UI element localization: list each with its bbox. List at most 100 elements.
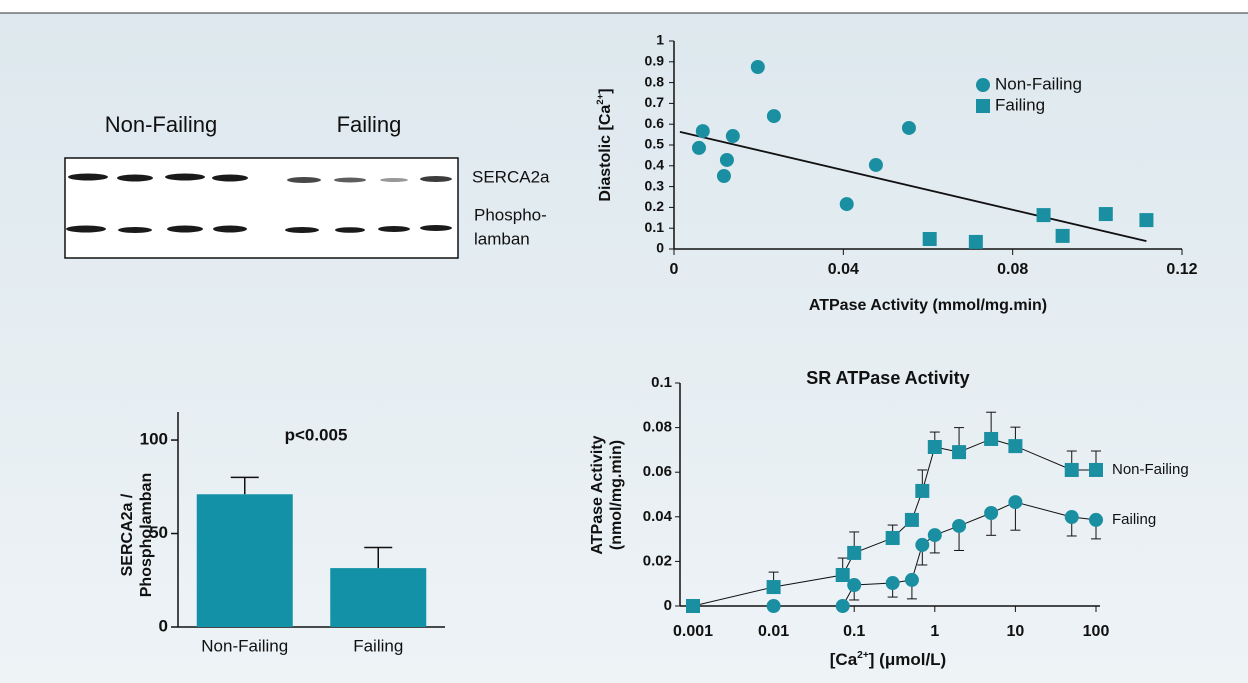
- marker: [969, 235, 983, 249]
- marker: [1139, 213, 1153, 227]
- marker: [767, 580, 781, 594]
- y-tick-label: 0.9: [645, 53, 665, 69]
- x-tick-label: 100: [1083, 623, 1110, 640]
- marker: [847, 578, 861, 592]
- y-tick-label: 0.5: [645, 136, 665, 152]
- marker: [1037, 208, 1051, 222]
- x-tick-label: 0.12: [1166, 261, 1197, 278]
- axis-label-part: Diastolic [Ca: [597, 105, 614, 202]
- marker: [984, 506, 998, 520]
- chart-title: SR ATPase Activity: [806, 368, 969, 388]
- marker: [952, 519, 966, 533]
- group-label: Failing: [337, 112, 402, 137]
- axis-label: SERCA2a /: [119, 493, 136, 576]
- x-tick-label: 0.1: [843, 623, 865, 640]
- y-tick-label: 0.06: [643, 463, 672, 480]
- marker: [1065, 510, 1079, 524]
- marker: [836, 568, 850, 582]
- band-label: lamban: [474, 229, 530, 248]
- figure: Non-Failing Failing SERCA2a Phospho- lam…: [0, 0, 1248, 683]
- marker: [976, 78, 990, 92]
- blot-frame: [65, 158, 458, 258]
- x-tick-label: 0.01: [758, 623, 789, 640]
- marker: [720, 153, 734, 167]
- top-strip: [0, 0, 1248, 13]
- band-label: Phospho-: [474, 205, 547, 224]
- marker: [1008, 495, 1022, 509]
- y-tick-label: 0.08: [643, 419, 672, 436]
- marker: [984, 432, 998, 446]
- axis-label-part: ]: [597, 88, 614, 93]
- background: [0, 0, 1248, 683]
- band-label: SERCA2a: [472, 167, 550, 186]
- series-label: Failing: [1112, 511, 1156, 528]
- axis-label: Diastolic [Ca2+]: [595, 88, 614, 201]
- axis-label-part: ] (μmol/L): [869, 650, 946, 669]
- marker: [767, 599, 781, 613]
- legend-label: Non-Failing: [995, 74, 1082, 93]
- axis-label-part: [Ca: [830, 650, 858, 669]
- x-tick-label: 0: [670, 261, 679, 278]
- y-tick-label: 0.02: [643, 552, 672, 569]
- x-tick-label: 10: [1007, 623, 1025, 640]
- y-tick-label: 0.1: [651, 374, 672, 391]
- y-tick-label: 0.8: [645, 73, 665, 89]
- marker: [976, 99, 990, 113]
- y-tick-label: 0.6: [645, 115, 665, 131]
- marker: [905, 573, 919, 587]
- marker: [905, 513, 919, 527]
- marker: [915, 484, 929, 498]
- axis-label: Phospholamban: [138, 473, 155, 597]
- x-tick-label: 0.04: [828, 261, 859, 278]
- marker: [1056, 229, 1070, 243]
- marker: [923, 232, 937, 246]
- axis-label-part: 2+: [857, 650, 869, 661]
- marker: [1065, 463, 1079, 477]
- marker: [952, 445, 966, 459]
- marker: [696, 124, 710, 138]
- x-tick-label: 0.001: [673, 623, 713, 640]
- y-tick-label: 0.7: [645, 94, 665, 110]
- marker: [1089, 463, 1103, 477]
- y-tick-label: 0.3: [645, 177, 665, 193]
- marker: [902, 121, 916, 135]
- axis-label: ATPase Activity: [589, 435, 606, 554]
- marker: [1008, 439, 1022, 453]
- y-tick-label: 0: [656, 240, 664, 256]
- marker: [915, 538, 929, 552]
- marker: [767, 109, 781, 123]
- x-tick-label: Non-Failing: [201, 636, 288, 655]
- annotation: p<0.005: [285, 425, 348, 444]
- y-tick-label: 0.04: [643, 508, 673, 525]
- y-tick-label: 0.2: [645, 198, 665, 214]
- marker: [928, 528, 942, 542]
- axis-label: [Ca2+] (μmol/L): [830, 650, 946, 669]
- y-tick-label: 1: [656, 32, 664, 48]
- y-tick-label: 0: [664, 597, 672, 614]
- marker: [1089, 513, 1103, 527]
- y-tick-label: 0.1: [645, 219, 665, 235]
- y-tick-label: 0: [159, 616, 168, 635]
- bar: [197, 494, 293, 627]
- x-axis-label: ATPase Activity (mmol/mg.min): [809, 297, 1047, 314]
- marker: [928, 440, 942, 454]
- y-tick-label: 0.4: [645, 157, 665, 173]
- bar: [330, 568, 426, 627]
- legend-label: Failing: [995, 95, 1045, 114]
- series-label: Non-Failing: [1112, 461, 1189, 478]
- marker: [717, 169, 731, 183]
- marker: [751, 60, 765, 74]
- marker: [692, 141, 706, 155]
- marker: [847, 546, 861, 560]
- marker: [886, 576, 900, 590]
- x-tick-label: 0.08: [997, 261, 1028, 278]
- x-tick-label: 1: [930, 623, 939, 640]
- axis-label-part: 2+: [595, 93, 606, 104]
- marker: [726, 129, 740, 143]
- marker: [686, 599, 700, 613]
- marker: [886, 531, 900, 545]
- x-tick-label: Failing: [353, 636, 403, 655]
- group-label: Non-Failing: [105, 112, 218, 137]
- y-tick-label: 100: [140, 430, 168, 449]
- marker: [869, 158, 883, 172]
